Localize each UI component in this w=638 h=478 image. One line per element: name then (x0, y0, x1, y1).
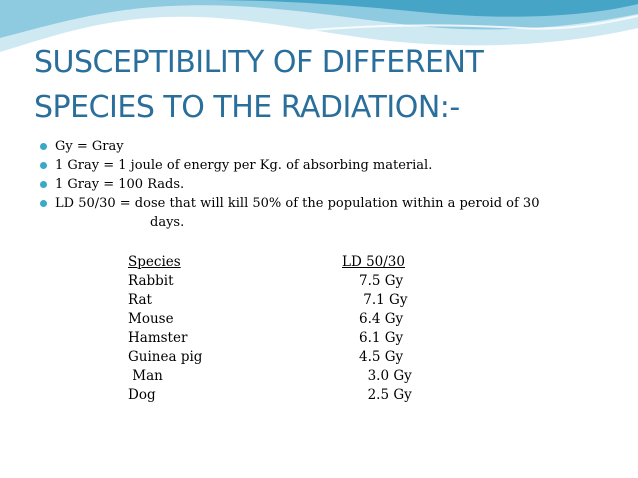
cell-dose: 7.1 Gy (359, 292, 408, 308)
cell-dose: 7.5 Gy (359, 273, 404, 289)
ld50-table: Species LD 50/30 Rabbit 7.5 Gy Rat 7.1 G… (128, 253, 439, 405)
bullet-dot-icon (40, 162, 47, 169)
table-row: Rat 7.1 Gy (128, 291, 439, 310)
slide-title: SUSCEPTIBILITY OF DIFFERENT SPECIES TO T… (34, 40, 624, 130)
bullet-text: 1 Gray = 100 Rads. (55, 177, 185, 192)
bullet-dot-icon (40, 143, 47, 150)
slide-title-line-2: SPECIES TO THE RADIATION:- (34, 90, 460, 125)
cell-species: Guinea pig (128, 349, 203, 365)
cell-species: Dog (128, 387, 156, 403)
cell-dose: 4.5 Gy (359, 349, 404, 365)
table-row: Man 3.0 Gy (128, 367, 439, 386)
header-species: Species (128, 254, 181, 270)
slide-title-line-1: SUSCEPTIBILITY OF DIFFERENT (34, 45, 484, 80)
bullet-item: Gy = Gray (40, 137, 620, 156)
table-header-row: Species LD 50/30 (128, 253, 439, 272)
bullet-dot-icon (40, 200, 47, 207)
bullet-text-continuation: days. (150, 215, 185, 230)
table-row: Dog 2.5 Gy (128, 386, 439, 405)
bullet-text: Gy = Gray (55, 139, 124, 154)
cell-dose: 6.1 Gy (359, 330, 404, 346)
cell-dose: 3.0 Gy (359, 368, 412, 384)
bullet-item: LD 50/30 = dose that will kill 50% of th… (40, 194, 620, 232)
bullet-item: 1 Gray = 1 joule of energy per Kg. of ab… (40, 156, 620, 175)
cell-species: Hamster (128, 330, 188, 346)
table-row: Hamster 6.1 Gy (128, 329, 439, 348)
cell-dose: 2.5 Gy (359, 387, 412, 403)
cell-species: Rat (128, 292, 152, 308)
wave-front (0, 0, 638, 17)
cell-dose: 6.4 Gy (359, 311, 404, 327)
header-wave-decoration (0, 0, 638, 61)
cell-species: Mouse (128, 311, 174, 327)
header-ld50: LD 50/30 (342, 254, 405, 270)
table-row: Rabbit 7.5 Gy (128, 272, 439, 291)
table-row: Guinea pig 4.5 Gy (128, 348, 439, 367)
cell-species: Man (128, 368, 163, 384)
table-row: Mouse 6.4 Gy (128, 310, 439, 329)
bullet-text: 1 Gray = 1 joule of energy per Kg. of ab… (55, 158, 433, 173)
bullet-dot-icon (40, 181, 47, 188)
wave-highlight (119, 15, 638, 61)
bullet-text: LD 50/30 = dose that will kill 50% of th… (55, 196, 540, 211)
bullet-item: 1 Gray = 100 Rads. (40, 175, 620, 194)
cell-species: Rabbit (128, 273, 174, 289)
bullet-list: Gy = Gray 1 Gray = 1 joule of energy per… (40, 137, 620, 232)
